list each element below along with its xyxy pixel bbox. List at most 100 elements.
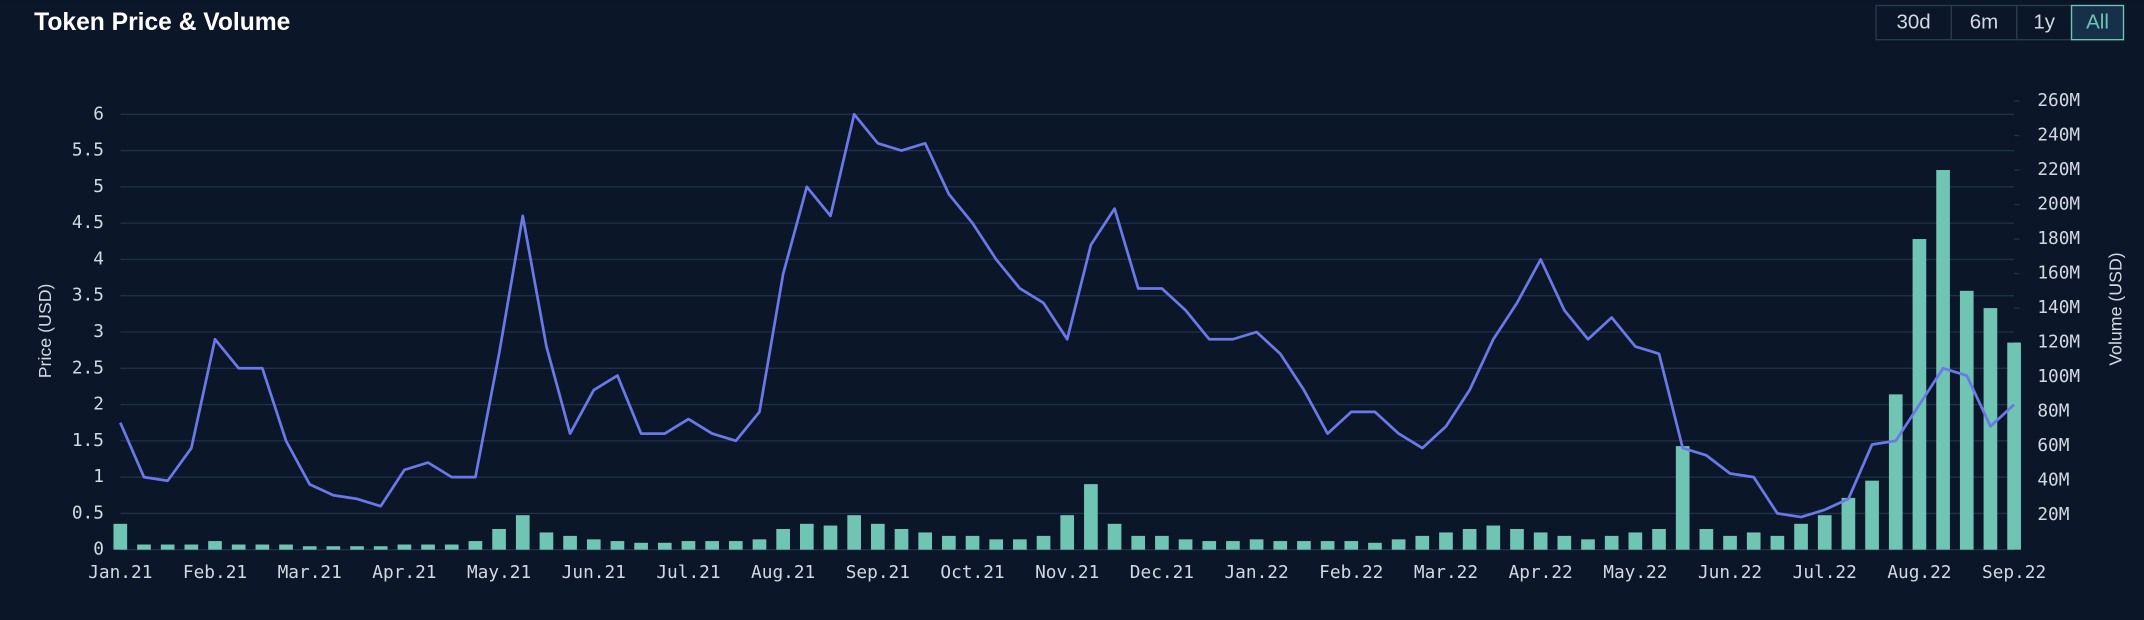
- volume-bar: [586, 539, 601, 550]
- y2-tick-label: 240M: [2037, 125, 2080, 145]
- volume-bar: [1107, 523, 1122, 550]
- y-tick-label: 1: [93, 467, 104, 487]
- volume-bar: [1817, 515, 1832, 550]
- volume-bar: [208, 541, 222, 550]
- volume-bar: [113, 523, 128, 550]
- volume-bar: [1533, 532, 1548, 550]
- y-tick-label: 2.5: [72, 358, 104, 378]
- volume-bar: [1178, 539, 1193, 550]
- range-buttons: 30d 6m 1y All: [1875, 4, 2125, 41]
- volume-bar: [1794, 523, 1808, 550]
- x-tick-label: Mar.21: [278, 563, 342, 583]
- y-tick-label: 0: [93, 540, 104, 560]
- volume-bar: [1699, 528, 1714, 550]
- x-tick-label: Jul.22: [1793, 563, 1857, 583]
- volume-bar: [634, 542, 648, 550]
- y-tick-label: 4: [93, 249, 104, 269]
- volume-bar: [1013, 539, 1027, 550]
- y-tick-label: 6: [93, 104, 104, 124]
- volume-bar: [657, 542, 672, 550]
- volume-bar: [1462, 528, 1477, 550]
- volume-bar: [871, 523, 885, 550]
- x-tick-label: Apr.22: [1509, 563, 1573, 583]
- volume-bar: [1510, 528, 1524, 550]
- volume-bar: [1202, 541, 1217, 550]
- volume-bar: [231, 544, 246, 550]
- y-tick-label: 0.5: [72, 503, 104, 523]
- volume-bar: [137, 544, 151, 550]
- volume-bar: [350, 546, 364, 550]
- volume-bar: [1888, 394, 1903, 550]
- volume-bar: [1060, 515, 1075, 550]
- y2-tick-label: 160M: [2037, 264, 2080, 284]
- volume-bar: [421, 544, 435, 550]
- volume-bar: [515, 515, 530, 550]
- volume-bar: [1936, 170, 1950, 550]
- range-button[interactable]: [2070, 4, 2125, 41]
- volume-bar: [1084, 484, 1098, 550]
- volume-bar: [1723, 535, 1737, 550]
- volume-bar: [1486, 525, 1501, 550]
- y2-axis-label: Volume (USD): [2105, 252, 2125, 366]
- y2-tick-label: 140M: [2037, 298, 2080, 318]
- volume-bar: [1439, 532, 1453, 550]
- volume-bar: [279, 544, 293, 550]
- x-tick-label: Jun.22: [1698, 563, 1762, 583]
- volume-bar: [1959, 290, 1974, 550]
- volume-bar: [302, 546, 317, 550]
- y-axis-label: Price (USD): [35, 284, 55, 379]
- x-tick-label: Aug.21: [751, 563, 815, 583]
- range-button-label[interactable]: 30d: [1896, 11, 1930, 34]
- volume-bar: [1581, 539, 1595, 550]
- x-tick-label: May.21: [467, 563, 531, 583]
- volume-bar: [563, 535, 577, 550]
- volume-bar: [184, 544, 199, 550]
- y2-tick-label: 120M: [2037, 333, 2080, 353]
- x-tick-label: May.22: [1603, 563, 1667, 583]
- volume-bar: [1320, 541, 1335, 550]
- y-tick-label: 5.5: [72, 141, 104, 161]
- volume-bar: [752, 539, 767, 550]
- x-tick-label: Jan.22: [1224, 563, 1288, 583]
- volume-bar: [1297, 541, 1311, 550]
- volume-bar: [255, 544, 270, 550]
- volume-bar: [1344, 541, 1359, 550]
- y2-tick-label: 60M: [2037, 436, 2069, 456]
- volume-bar: [965, 535, 980, 550]
- volume-bar: [1628, 532, 1643, 550]
- y-tick-label: 2: [93, 395, 104, 415]
- range-button-label[interactable]: 6m: [1970, 11, 1998, 34]
- price-line: [119, 112, 2016, 519]
- volume-bar: [1746, 532, 1761, 550]
- y-tick-label: 1.5: [72, 431, 104, 451]
- range-button[interactable]: [1875, 4, 1952, 41]
- range-button-label[interactable]: All: [2086, 11, 2109, 34]
- volume-bar: [1415, 535, 1430, 550]
- y2-tick-label: 220M: [2037, 160, 2080, 180]
- x-tick-label: Feb.22: [1319, 563, 1383, 583]
- y-tick-label: 5: [93, 177, 104, 197]
- y2-tick-label: 260M: [2037, 91, 2080, 111]
- volume-bar: [492, 528, 506, 550]
- x-tick-label: Jul.21: [656, 563, 720, 583]
- volume-bar: [1652, 528, 1666, 550]
- volume-bar: [776, 528, 790, 550]
- volume-bar: [468, 541, 483, 550]
- range-button-label[interactable]: 1y: [2033, 11, 2055, 34]
- volume-bar: [1368, 542, 1382, 550]
- volume-bar: [823, 525, 838, 550]
- volume-bar: [1675, 446, 1690, 550]
- volume-bar: [847, 515, 862, 550]
- range-button[interactable]: [1950, 4, 2018, 41]
- volume-bar: [1273, 541, 1288, 550]
- volume-bar: [2007, 342, 2021, 550]
- volume-bar: [1131, 535, 1146, 550]
- x-tick-label: Mar.22: [1414, 563, 1478, 583]
- range-button[interactable]: [2016, 4, 2073, 41]
- volume-bar: [894, 528, 909, 550]
- y2-tick-label: 20M: [2037, 505, 2069, 525]
- volume-bar: [160, 544, 175, 550]
- x-tick-label: Oct.21: [940, 563, 1004, 583]
- volume-bar: [1912, 239, 1927, 550]
